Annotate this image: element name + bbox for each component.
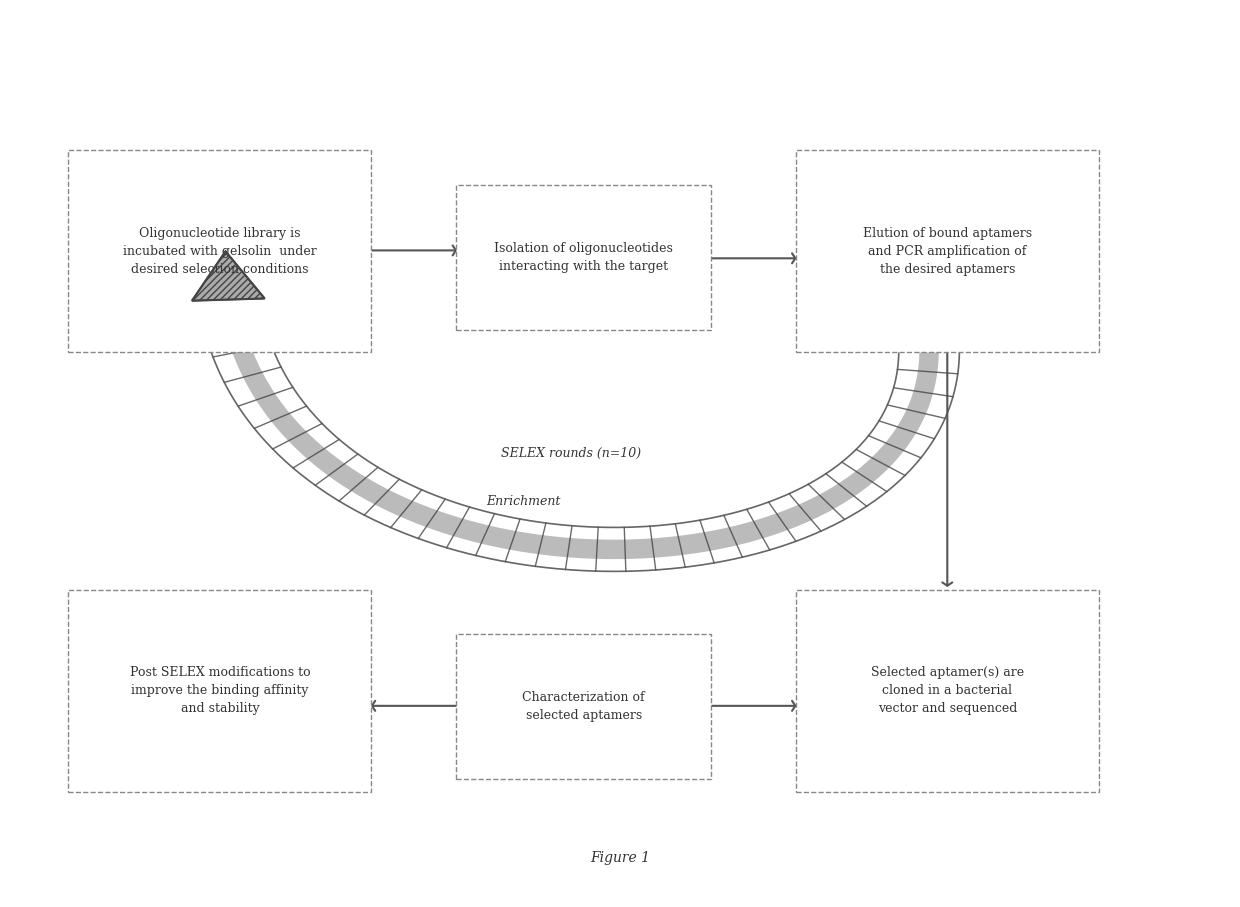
Text: SELEX rounds (n=10): SELEX rounds (n=10) xyxy=(501,447,641,460)
Text: Selected aptamer(s) are
cloned in a bacterial
vector and sequenced: Selected aptamer(s) are cloned in a bact… xyxy=(870,667,1024,716)
Text: Elution of bound aptamers
and PCR amplification of
the desired aptamers: Elution of bound aptamers and PCR amplif… xyxy=(863,227,1032,276)
Text: Characterization of
selected aptamers: Characterization of selected aptamers xyxy=(522,691,645,722)
FancyBboxPatch shape xyxy=(796,151,1099,353)
Text: Enrichment: Enrichment xyxy=(486,495,560,508)
Text: Oligonucleotide library is
incubated with gelsolin  under
desired selection cond: Oligonucleotide library is incubated wit… xyxy=(123,227,317,276)
Polygon shape xyxy=(192,251,264,301)
Text: Isolation of oligonucleotides
interacting with the target: Isolation of oligonucleotides interactin… xyxy=(495,242,673,273)
FancyBboxPatch shape xyxy=(68,590,372,792)
FancyBboxPatch shape xyxy=(456,185,711,330)
FancyBboxPatch shape xyxy=(456,634,711,779)
FancyBboxPatch shape xyxy=(796,590,1099,792)
FancyBboxPatch shape xyxy=(68,151,372,353)
Text: Figure 1: Figure 1 xyxy=(590,851,650,865)
Text: Post SELEX modifications to
improve the binding affinity
and stability: Post SELEX modifications to improve the … xyxy=(130,667,310,716)
